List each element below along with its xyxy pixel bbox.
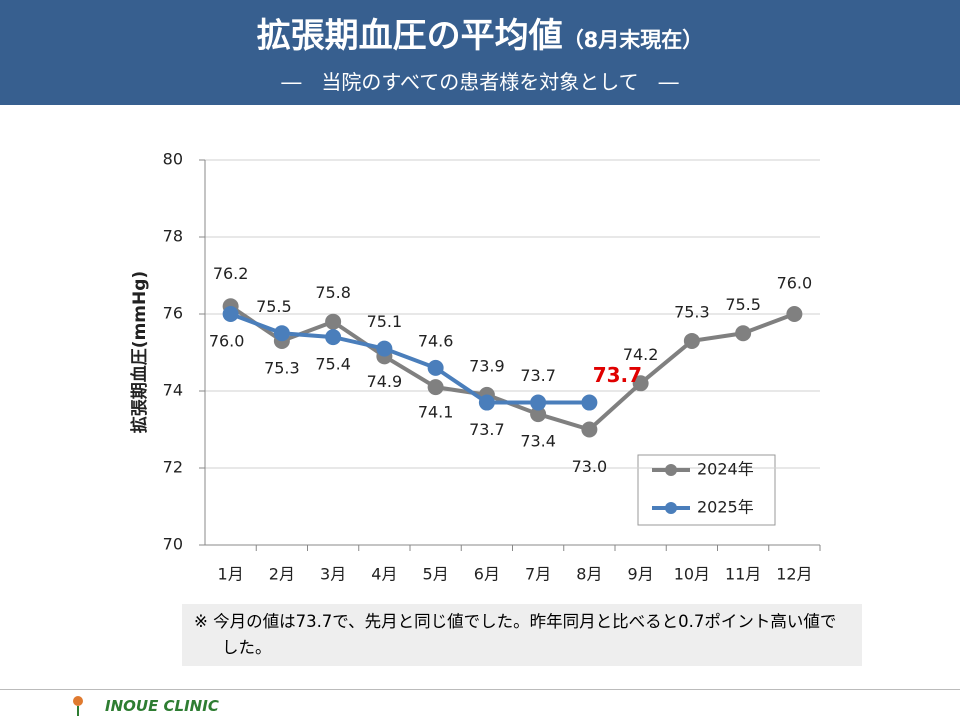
value-label: 73.0	[572, 457, 608, 476]
y-tick-label: 72	[163, 458, 183, 477]
x-tick-label: 7月	[525, 565, 551, 584]
value-label: 75.1	[367, 312, 403, 331]
marker	[530, 406, 547, 423]
note: ※ 今月の値は73.7で、先月と同じ値でした。昨年同月と比べると0.7ポイント高…	[182, 604, 862, 666]
marker	[325, 329, 342, 346]
marker	[273, 325, 290, 342]
marker	[478, 394, 495, 411]
y-tick-label: 80	[163, 150, 183, 169]
x-tick-label: 3月	[320, 565, 346, 584]
x-tick-label: 5月	[423, 565, 449, 584]
y-axis-label: 拡張期血圧(mmHg)	[129, 271, 150, 433]
legend-marker	[665, 464, 677, 476]
header: 拡張期血圧の平均値（8月末現在） ― 当院のすべての患者様を対象として ―	[0, 0, 960, 105]
value-label: 75.4	[315, 355, 351, 374]
marker	[581, 394, 598, 411]
y-tick-label: 74	[163, 381, 183, 400]
x-tick-label: 4月	[371, 565, 397, 584]
marker	[427, 359, 444, 376]
subtitle: ― 当院のすべての患者様を対象として ―	[281, 70, 679, 94]
value-label: 73.7	[469, 420, 505, 439]
chart: 拡張期血圧(mmHg) 70 72 74 76 78 80 1月 2月 3月 4月 5月 6月 7月 8月…	[129, 150, 821, 584]
title-line: 拡張期血圧の平均値（8月末現在）	[0, 8, 960, 57]
marker	[376, 340, 393, 357]
legend-marker	[665, 502, 677, 514]
marker	[222, 306, 239, 322]
x-tick-label: 10月	[674, 565, 710, 584]
x-tick-label: 6月	[474, 565, 500, 584]
x-tick-label: 12月	[776, 565, 812, 584]
title: 拡張期血圧の平均値	[256, 16, 563, 56]
value-label: 73.9	[469, 356, 505, 375]
x-tick-label: 9月	[628, 565, 654, 584]
series-line	[229, 312, 590, 405]
marker	[632, 375, 649, 392]
y-tick-label: 78	[163, 227, 183, 246]
x-tick-label: 8月	[576, 565, 602, 584]
value-label: 73.7	[520, 366, 556, 385]
value-label: 74.6	[418, 331, 454, 350]
value-label: 75.5	[256, 297, 292, 316]
legend-box	[637, 454, 776, 526]
logo	[73, 696, 83, 716]
title-note: （8月末現在）	[562, 28, 704, 52]
legend-label: 2024年	[697, 460, 754, 479]
x-tick-label: 2月	[269, 565, 295, 584]
marker	[735, 325, 752, 342]
x-tick-label: 1月	[218, 565, 244, 584]
value-label: 74.1	[418, 403, 454, 422]
legend-label: 2025年	[697, 498, 754, 517]
marker	[683, 332, 700, 349]
value-label: 75.5	[725, 295, 761, 314]
value-label: 74.9	[367, 372, 403, 391]
value-label: 73.7	[593, 363, 642, 387]
marker	[325, 313, 342, 330]
x-tick-label: 11月	[725, 565, 761, 584]
value-label: 76.0	[209, 332, 245, 351]
marker	[786, 306, 803, 322]
value-label: 76.0	[777, 274, 813, 293]
value-label: 76.2	[213, 264, 249, 283]
marker	[581, 421, 598, 438]
marker	[530, 394, 547, 411]
value-label: 74.2	[623, 345, 659, 364]
value-label: 75.8	[315, 283, 351, 302]
value-label: 75.3	[674, 302, 710, 321]
y-tick-label: 70	[163, 535, 183, 554]
marker	[427, 379, 444, 396]
value-label: 73.4	[520, 432, 556, 451]
value-label: 75.3	[264, 358, 300, 377]
clinic-name: INOUE CLINIC	[105, 697, 219, 715]
footer-rule	[0, 689, 960, 690]
y-tick-label: 76	[163, 304, 183, 323]
